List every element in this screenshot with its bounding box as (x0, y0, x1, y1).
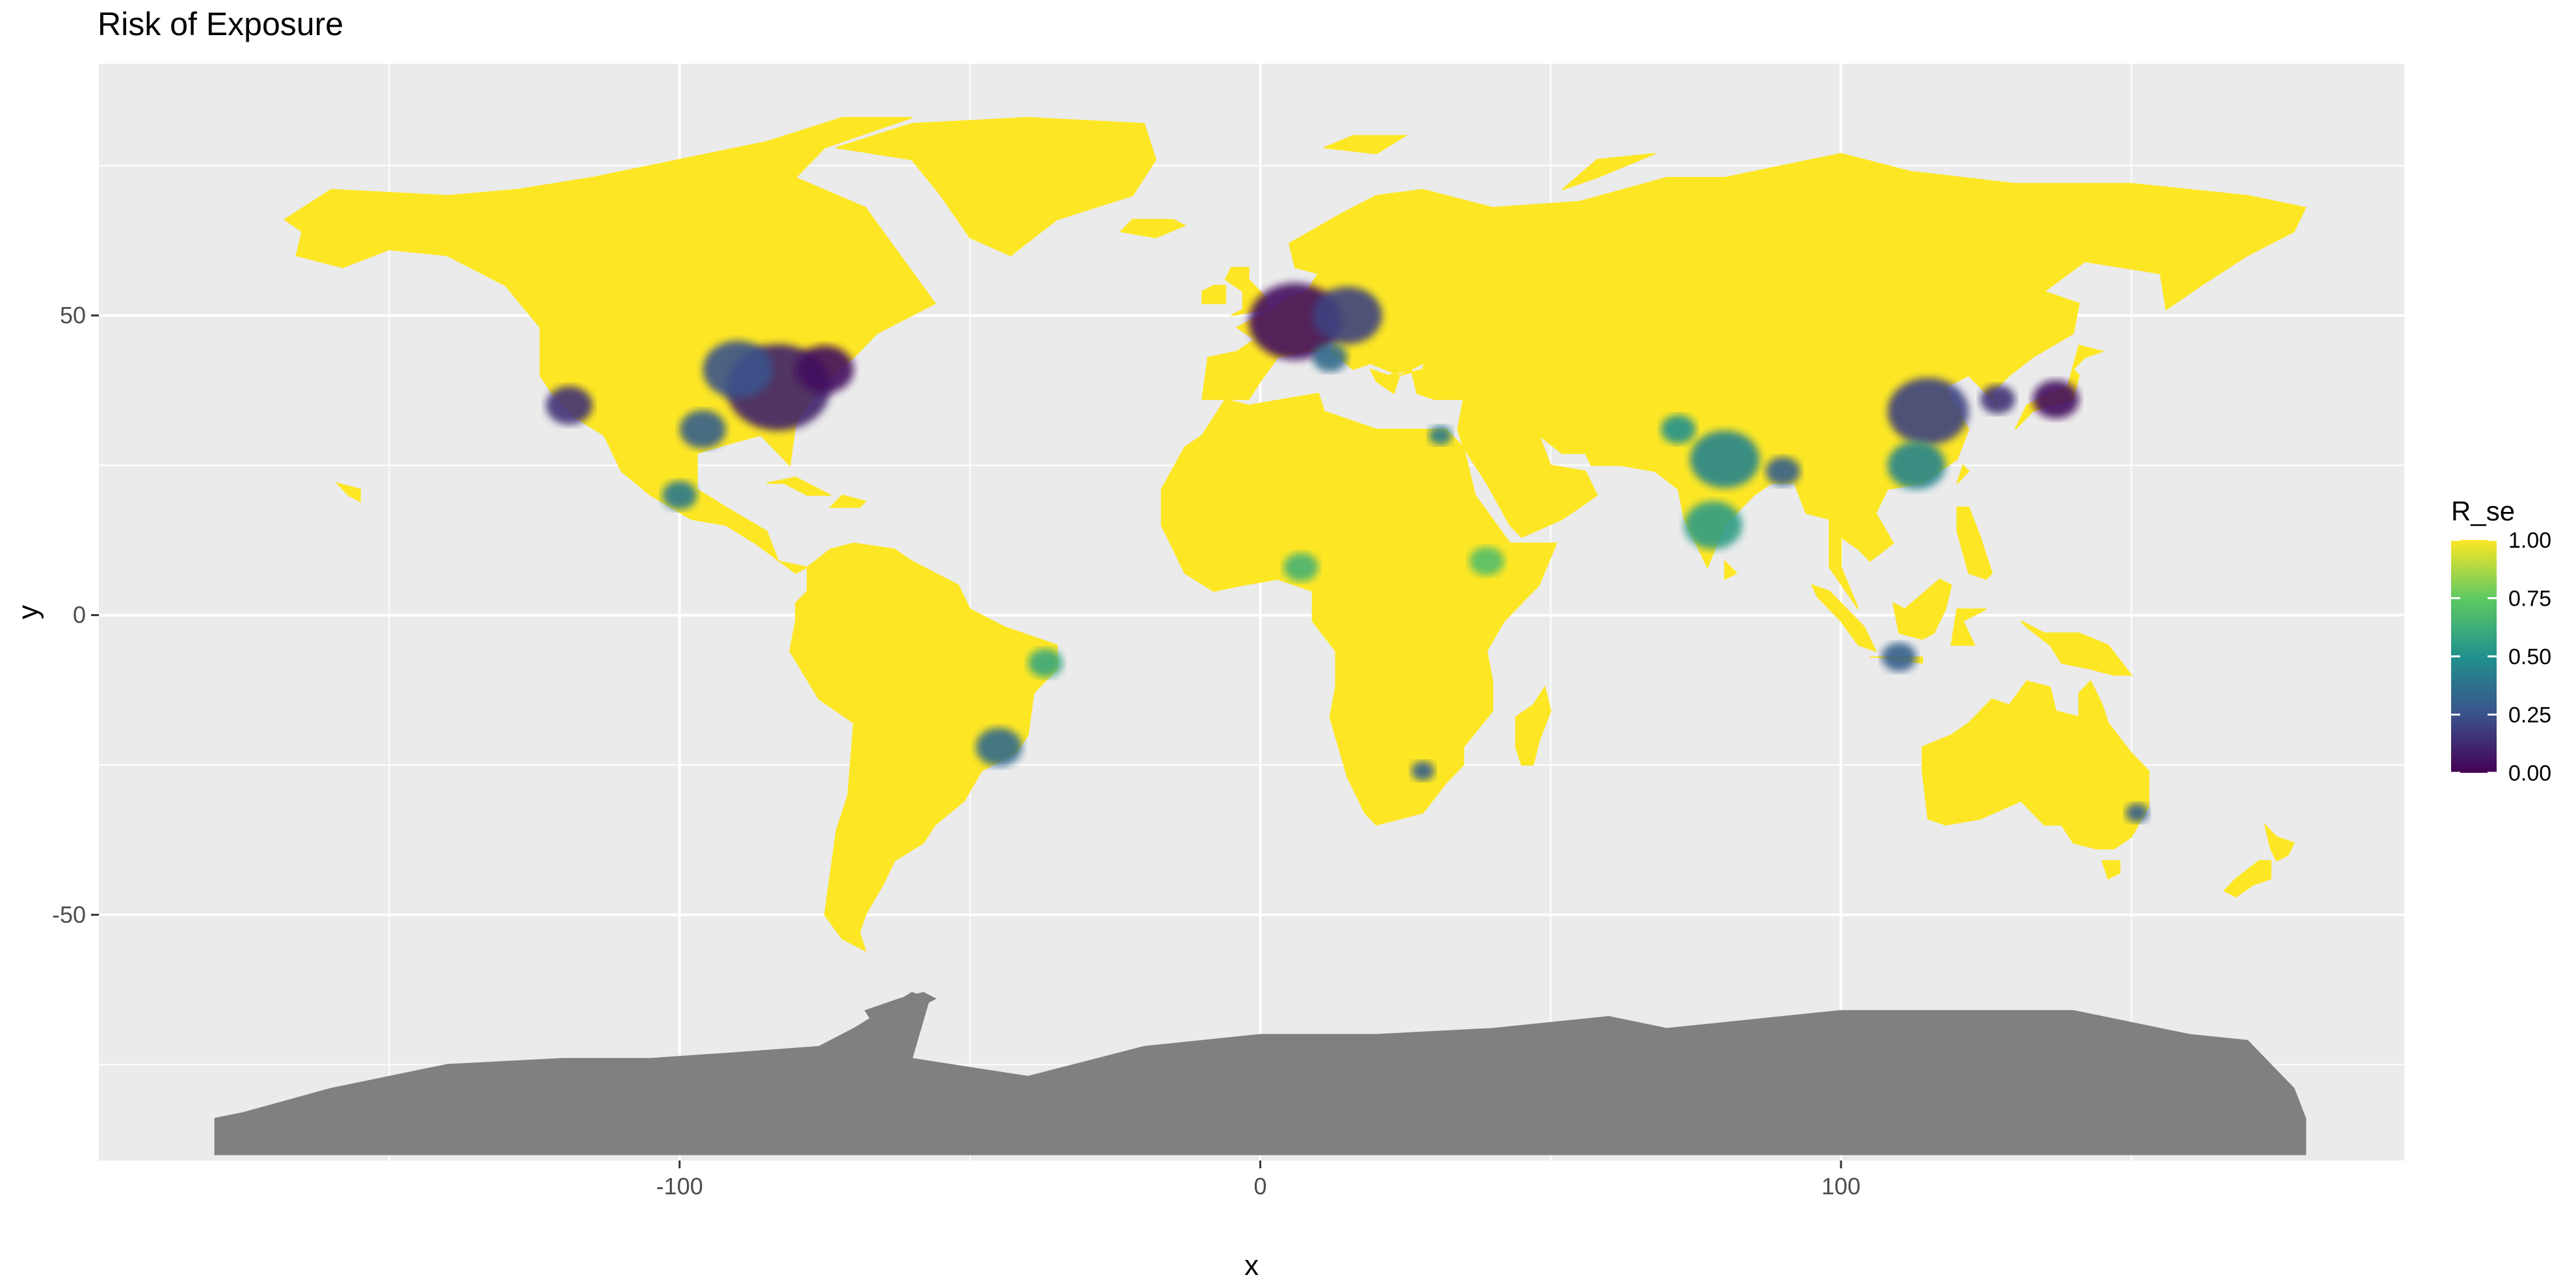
hotspot-us-northeast (796, 345, 854, 394)
land-cells (214, 116, 2307, 1155)
land-novaya-zemlya (1561, 153, 1656, 191)
hotspot-nigeria (1283, 552, 1319, 582)
legend-label: 0.00 (2508, 761, 2551, 786)
chart-title: Risk of Exposure (98, 6, 343, 42)
hotspot-northern-india (1689, 430, 1760, 489)
y-tick-label: 50 (60, 302, 86, 329)
land-taiwan (1956, 464, 1970, 484)
land-australia (1922, 680, 2150, 850)
hotspot-central-europe (1312, 286, 1382, 345)
y-axis-title: y (12, 605, 44, 619)
y-tick-label: 0 (73, 602, 86, 628)
hotspot-nile-delta (1429, 425, 1452, 445)
hotspot-midwest-united-states (703, 340, 773, 399)
x-tick-label: 100 (1821, 1173, 1860, 1200)
land-north-america (283, 116, 936, 574)
legend-label: 0.50 (2508, 645, 2551, 669)
land-sri-lanka (1724, 559, 1738, 580)
land-philippines (1956, 506, 1993, 580)
hotspot-japan (2032, 380, 2080, 419)
land-africa (1161, 392, 1558, 826)
land-hawaii (334, 482, 361, 503)
hotspot-southern-china (1887, 441, 1946, 490)
hotspot-eastern-australia (2125, 803, 2149, 823)
hotspot-southeast-brazil (975, 727, 1023, 766)
hotspot-northeast-brazil (1028, 649, 1063, 678)
axis-ticks: -100 0 100 -50 0 50 (52, 302, 1860, 1200)
legend-title: R_se (2451, 496, 2515, 526)
land-greenland (836, 116, 1157, 256)
land-south-america (789, 542, 1058, 952)
land-borneo (1892, 578, 1952, 640)
exposure-hotspots (546, 283, 2149, 823)
land-antarctica (214, 991, 2307, 1155)
land-madagascar (1515, 685, 1551, 766)
y-tick-label: -50 (52, 901, 86, 928)
hotspot-texas (679, 410, 727, 449)
legend-label: 0.25 (2508, 703, 2551, 728)
land-cuba (766, 476, 831, 496)
land-eurasia (1201, 153, 2307, 610)
x-tick-label: 0 (1254, 1173, 1267, 1200)
land-antarctic-peninsula (864, 991, 937, 1030)
hotspot-johannesburg (1411, 761, 1435, 781)
land-new-zealand-south (2223, 860, 2272, 898)
land-tasmania (2101, 860, 2121, 880)
hotspot-korea (1980, 384, 2015, 414)
colorbar-legend: R_se1.00 0.75 0.50 0.25 0.00 (2451, 496, 2551, 786)
hotspot-mexico (662, 481, 697, 510)
hotspot-pakistan (1661, 414, 1696, 444)
land-ireland (1201, 284, 1226, 304)
axis-titles: xy (12, 605, 1259, 1281)
hotspot-california (546, 386, 593, 425)
legend-label: 0.75 (2508, 587, 2551, 611)
land-svalbard (1324, 135, 1408, 155)
hotspot-java (1881, 642, 1917, 672)
land-iceland (1120, 219, 1187, 239)
hotspot-southern-india (1684, 501, 1743, 550)
legend-label: 1.00 (2508, 528, 2551, 553)
hotspot-bangladesh (1765, 457, 1801, 486)
land-new-guinea (2020, 620, 2133, 676)
x-tick-label: -100 (656, 1173, 703, 1200)
x-axis-title: x (1244, 1250, 1259, 1281)
land-new-zealand-north (2263, 822, 2295, 862)
land-sulawesi (1950, 608, 1987, 646)
hotspot-italy (1312, 343, 1348, 372)
land-sumatra (1810, 584, 1877, 652)
hotspot-ethiopia (1469, 546, 1505, 576)
hotspot-eastern-china (1887, 377, 1969, 445)
land-hispaniola (829, 494, 867, 508)
